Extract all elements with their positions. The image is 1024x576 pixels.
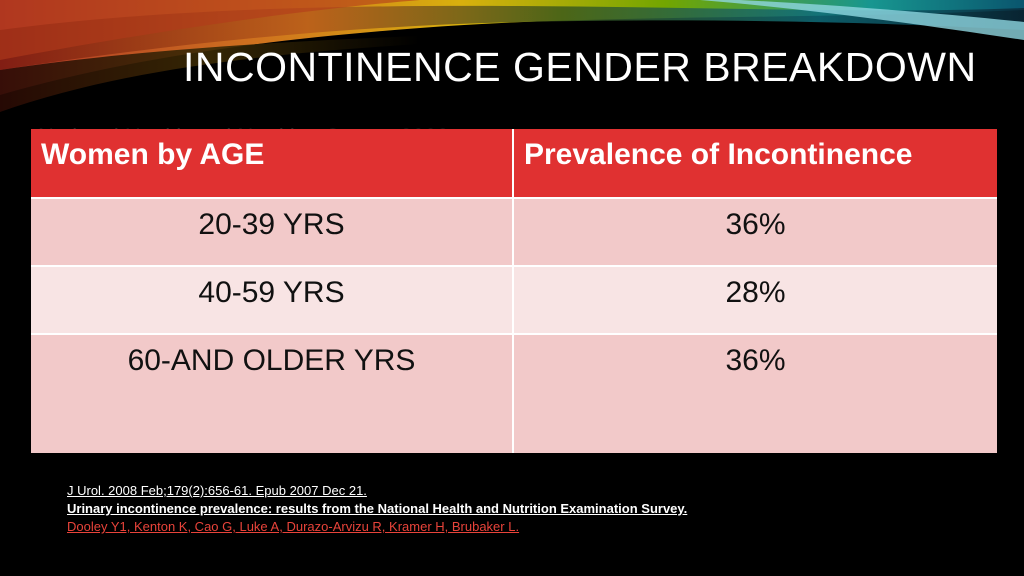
- decorative-banner: [0, 0, 1024, 130]
- table-row: 40-59 YRS 28%: [31, 266, 997, 335]
- table-row: 20-39 YRS 36%: [31, 198, 997, 267]
- header-women-by-age: Women by AGE: [31, 129, 514, 199]
- slide-title: INCONTINENCE GENDER BREAKDOWN: [183, 44, 977, 90]
- citation-article-title-link[interactable]: Urinary incontinence prevalence: results…: [67, 501, 688, 516]
- citation-authors-link[interactable]: Dooley Y1, Kenton K, Cao G, Luke A, Dura…: [67, 519, 520, 534]
- age-cell: 60-AND OLDER YRS: [31, 334, 514, 453]
- age-cell: 20-39 YRS: [31, 198, 514, 267]
- prevalence-cell: 36%: [513, 198, 997, 267]
- prevalence-table: Women by AGE Prevalence of Incontinence …: [31, 129, 997, 453]
- table-header-row: Women by AGE Prevalence of Incontinence: [31, 129, 997, 199]
- header-prevalence: Prevalence of Incontinence: [513, 129, 997, 199]
- table-row: 60-AND OLDER YRS 36%: [31, 334, 997, 453]
- citation-journal-link[interactable]: J Urol. 2008 Feb;179(2):656-61. Epub 200…: [67, 483, 367, 498]
- prevalence-cell: 36%: [513, 334, 997, 453]
- age-cell: 40-59 YRS: [31, 266, 514, 335]
- citation-block: J Urol. 2008 Feb;179(2):656-61. Epub 200…: [67, 482, 687, 536]
- prevalence-cell: 28%: [513, 266, 997, 335]
